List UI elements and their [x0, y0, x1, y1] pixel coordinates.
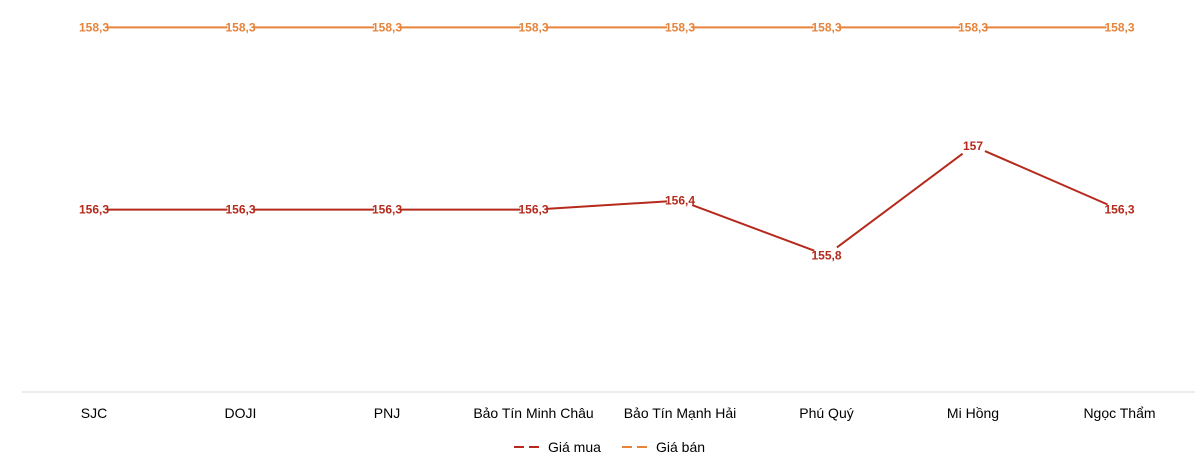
series-2: 158,3 158,3 158,3 158,3 158,3 158,3 158,3 158,3: [79, 20, 1135, 34]
data-label: 158,3: [665, 20, 695, 34]
series-1-segment: [836, 152, 964, 249]
data-label: 158,3: [958, 20, 988, 34]
x-tick-label: Ngọc Thẩm: [1083, 405, 1155, 421]
data-label: 156,3: [79, 203, 109, 217]
legend-item: Giá mua: [514, 439, 601, 455]
series-1-segment: [691, 204, 815, 252]
data-label: 158,3: [811, 20, 841, 34]
x-tick-label: DOJI: [225, 405, 257, 421]
x-tick-label: Bảo Tín Mạnh Hải: [624, 405, 737, 421]
data-label: 156,4: [665, 194, 695, 208]
series-layer: 156,3 156,3 156,3 156,3156,4155,8157156,315…: [79, 20, 1135, 262]
data-label: 158,3: [79, 20, 109, 34]
data-label: 156,3: [225, 203, 255, 217]
legend-label: Giá mua: [548, 439, 601, 455]
x-tick-label: Mi Hồng: [947, 405, 999, 421]
x-tick-label: Phú Quý: [799, 405, 853, 421]
data-label: 158,3: [1104, 20, 1134, 34]
data-label: 155,8: [811, 248, 841, 262]
series-1-segment: [984, 150, 1108, 206]
data-label: 156,3: [372, 203, 402, 217]
x-tick-label: SJC: [81, 405, 107, 421]
data-label: 156,3: [1104, 203, 1134, 217]
data-label: 156,3: [518, 203, 548, 217]
x-tick-labels: SJC DOJI PNJ Bảo Tín Minh Châu Bảo Tín Mạnh …: [81, 405, 1156, 421]
legend: Giá mua Giá bán: [514, 439, 705, 455]
series-1: 156,3 156,3 156,3 156,3 156,4 155,8 157 156,3: [79, 139, 1135, 262]
legend-item: Giá bán: [622, 439, 705, 455]
x-tick-label: PNJ: [374, 405, 400, 421]
data-label: 157: [963, 139, 983, 153]
data-label: 158,3: [225, 20, 255, 34]
data-label: 158,3: [518, 20, 548, 34]
series-1-segment: [546, 200, 668, 210]
x-tick-label: Bảo Tín Minh Châu: [473, 405, 593, 421]
data-label: 158,3: [372, 20, 402, 34]
legend-label: Giá bán: [656, 439, 705, 455]
